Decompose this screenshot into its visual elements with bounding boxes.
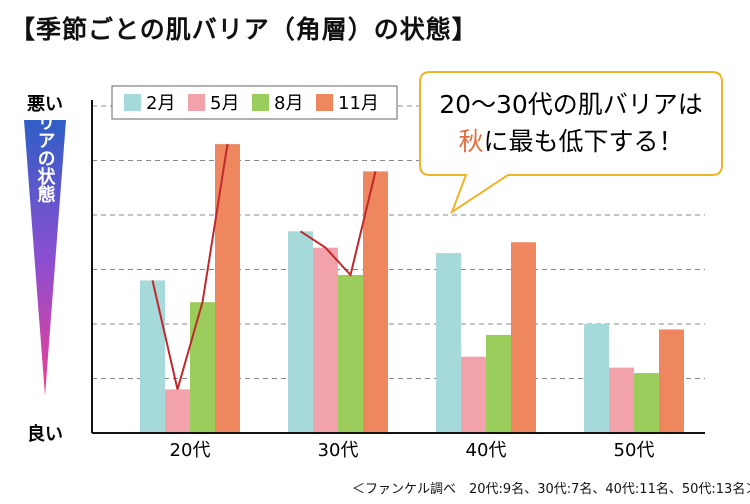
legend-label: 8月 <box>274 93 303 114</box>
bar <box>190 302 215 433</box>
x-tick-label: 30代 <box>318 440 359 461</box>
y-axis-gradient-wedge <box>24 120 66 396</box>
x-tick-label: 20代 <box>170 440 211 461</box>
bar <box>363 171 388 433</box>
y-axis-top-label: 悪い <box>27 94 63 115</box>
legend-label: 11月 <box>338 93 379 114</box>
bar <box>215 144 240 433</box>
legend-swatch <box>124 94 141 111</box>
callout: 20～30代の肌バリアは 秋に最も低下する！ <box>419 71 723 215</box>
chart-title: 【季節ごとの肌バリア（角層）の状態】 <box>10 15 478 44</box>
trend-line <box>299 171 377 278</box>
bar <box>486 334 511 433</box>
callout-line2: 秋に最も低下する！ <box>458 127 683 156</box>
legend-swatch <box>316 94 333 111</box>
callout-highlight: 秋 <box>458 127 483 156</box>
legend-label: 2月 <box>146 93 175 114</box>
bar <box>288 231 313 433</box>
trend-lines <box>151 143 377 390</box>
y-axis-caption: 肌バリアの状態 <box>35 77 56 203</box>
bar <box>584 324 609 433</box>
bar <box>338 274 363 433</box>
trend-line <box>151 143 229 390</box>
callout-line1: 20～30代の肌バリアは <box>439 90 703 119</box>
bar <box>634 373 659 433</box>
callout-bubble <box>419 71 723 215</box>
legend-swatch <box>252 94 269 111</box>
x-tick-labels: 20代 30代 40代 50代 <box>170 440 655 461</box>
bars <box>140 144 684 433</box>
legend-label: 5月 <box>210 93 239 114</box>
bar <box>461 356 486 433</box>
legend: 2月 5月 8月 11月 <box>124 93 379 114</box>
bar <box>511 242 536 433</box>
legend-swatch <box>188 94 205 111</box>
bar <box>313 247 338 433</box>
x-tick-label: 50代 <box>614 440 655 461</box>
bar <box>659 329 684 433</box>
callout-rest: に最も低下する！ <box>484 127 684 156</box>
x-tick-label: 40代 <box>466 440 507 461</box>
bar <box>609 367 634 433</box>
bar <box>436 253 461 433</box>
source-footnote: ＜ファンケル調べ 20代:9名、30代:7名、40代:11名、50代:13名＞ <box>352 482 750 497</box>
bar <box>165 389 190 433</box>
y-axis-bottom-label: 良い <box>27 423 63 445</box>
bar <box>140 280 165 433</box>
